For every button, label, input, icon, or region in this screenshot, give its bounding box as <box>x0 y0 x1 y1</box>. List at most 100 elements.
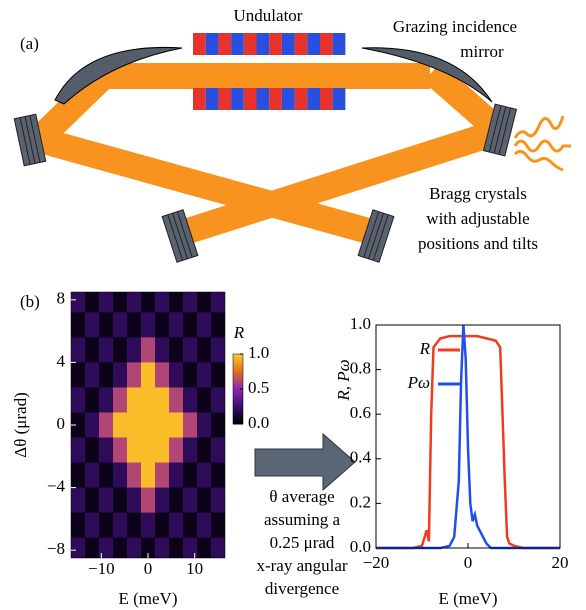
heat-cell <box>127 538 142 564</box>
heat-cell <box>127 438 142 464</box>
heat-cell <box>141 337 156 363</box>
heat-cell <box>183 513 198 539</box>
heat-cell <box>85 387 100 413</box>
heat-cell <box>71 387 86 413</box>
heat-cell <box>127 513 142 539</box>
heat-cell <box>99 463 114 489</box>
magnet <box>218 88 231 110</box>
heat-cell <box>183 412 198 438</box>
magnet <box>333 33 346 55</box>
heat-cell <box>211 312 226 338</box>
heat-cell <box>85 287 100 313</box>
magnet <box>244 88 257 110</box>
heat-cell <box>71 438 86 464</box>
y-tick-label: 8 <box>57 289 66 308</box>
heat-cell <box>127 337 142 363</box>
magnet <box>231 33 244 55</box>
label: with adjustable <box>426 209 529 228</box>
label: positions and tilts <box>418 234 538 253</box>
output-beam <box>515 116 571 170</box>
heat-cell <box>127 312 142 338</box>
label: Bragg crystals <box>429 184 527 203</box>
legend-label: R <box>419 339 431 358</box>
colorbar-tick-label: 0.0 <box>248 413 269 432</box>
heat-cell <box>169 538 184 564</box>
magnet <box>320 88 333 110</box>
magnet <box>257 88 270 110</box>
heat-cell <box>71 337 86 363</box>
heat-cell <box>155 438 170 464</box>
heat-cell <box>99 513 114 539</box>
heat-cell <box>197 463 212 489</box>
heat-cell <box>141 387 156 413</box>
heat-cell <box>127 387 142 413</box>
heat-cell <box>155 513 170 539</box>
y-axis-label: Δθ (μrad) <box>11 392 30 457</box>
heat-cell <box>85 488 100 514</box>
heat-cell <box>141 412 156 438</box>
colorbar-tick-label: 0.5 <box>248 378 269 397</box>
colorbar-label: R <box>233 323 245 342</box>
heat-cell <box>99 387 114 413</box>
heat-cell <box>141 488 156 514</box>
heat-cell <box>127 287 142 313</box>
heat-cell <box>85 337 100 363</box>
heat-cell <box>197 362 212 388</box>
heat-cell <box>169 488 184 514</box>
y-tick-label: 4 <box>57 351 66 370</box>
magnet <box>193 33 206 55</box>
heat-cell <box>169 438 184 464</box>
heat-cell <box>99 438 114 464</box>
colorbar-tick-label: 1.0 <box>248 343 269 362</box>
heat-cell <box>85 438 100 464</box>
heat-cell <box>183 312 198 338</box>
heat-cell <box>155 488 170 514</box>
heat-cell <box>211 438 226 464</box>
y-tick-label: 0.2 <box>350 492 371 511</box>
heat-cell <box>197 513 212 539</box>
heat-cell <box>85 463 100 489</box>
heat-cell <box>99 337 114 363</box>
magnet <box>231 88 244 110</box>
heat-cell <box>99 412 114 438</box>
heat-cell <box>155 362 170 388</box>
heat-cell <box>155 337 170 363</box>
annotation: θ average <box>269 487 334 506</box>
magnet <box>307 33 320 55</box>
heat-cell <box>113 463 128 489</box>
annotation: 0.25 μrad <box>270 533 335 552</box>
magnet <box>333 88 346 110</box>
heat-cell <box>113 488 128 514</box>
heat-cell <box>155 312 170 338</box>
magnet <box>257 33 270 55</box>
heat-cell <box>183 463 198 489</box>
x-axis-label: E (meV) <box>118 589 177 608</box>
heat-cell <box>183 362 198 388</box>
heat-cell <box>113 387 128 413</box>
magnet <box>295 88 308 110</box>
heat-cell <box>169 412 184 438</box>
heat-cell <box>85 412 100 438</box>
magnet <box>244 33 257 55</box>
figure: (a) Undulator Grazing incidence mirror B… <box>0 0 586 610</box>
heat-cell <box>85 513 100 539</box>
heat-cell <box>183 287 198 313</box>
heat-cell <box>141 463 156 489</box>
annotation: x-ray angular <box>256 556 347 575</box>
heat-cell <box>71 463 86 489</box>
magnet <box>295 33 308 55</box>
heat-cell <box>169 387 184 413</box>
heat-cell <box>141 287 156 313</box>
heat-cell <box>155 463 170 489</box>
y-tick-label: −8 <box>47 539 65 558</box>
heat-cell <box>197 337 212 363</box>
heat-cell <box>211 488 226 514</box>
x-tick-label: 0 <box>464 553 473 572</box>
line <box>376 325 560 548</box>
heat-cell <box>99 488 114 514</box>
annotation: divergence <box>265 579 339 598</box>
label: Undulator <box>234 6 303 25</box>
heat-cell <box>169 463 184 489</box>
heat-cell <box>113 287 128 313</box>
heat-cell <box>169 337 184 363</box>
